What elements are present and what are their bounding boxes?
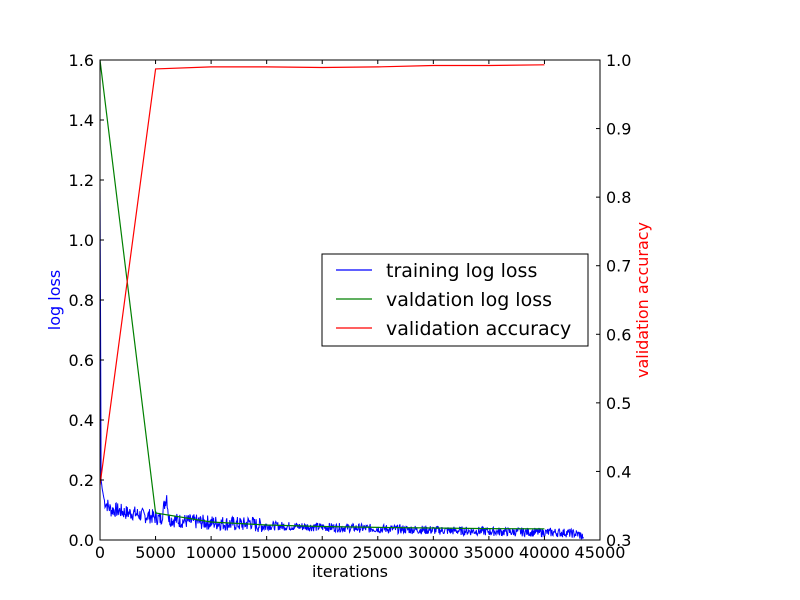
series-line-valdation-log-loss [100,60,545,530]
y-left-tick-label: 0.2 [69,471,94,490]
x-tick-label: 30000 [408,543,459,562]
y-right-tick-label: 0.4 [606,462,631,481]
y-right-tick-label: 0.3 [606,531,631,550]
y-right-tick-label: 1.0 [606,51,631,70]
y-left-tick-label: 0.4 [69,411,94,430]
x-tick-label: 25000 [352,543,403,562]
x-tick-label: 10000 [186,543,237,562]
x-tick-label: 35000 [463,543,514,562]
axes-ticks: 0 5000 10000 15000 20000 25000 30000 35000 40000… [69,51,632,562]
y-axis-right-label: validation accuracy [633,222,652,378]
y-right-tick-label: 0.8 [606,188,631,207]
y-left-tick-label: 0.0 [69,531,94,550]
y-left-tick-label: 0.6 [69,351,94,370]
x-tick-label: 15000 [241,543,292,562]
x-tick-label: 5000 [135,543,176,562]
y-left-tick-label: 1.0 [69,231,94,250]
y-left-tick-label: 1.4 [69,111,94,130]
legend-label-validation-log-loss: valdation log loss [386,289,552,311]
y-left-tick-label: 1.2 [69,171,94,190]
legend-box [321,253,589,347]
y-left-tick-label: 0.8 [69,291,94,310]
x-tick-label: 0 [95,543,105,562]
y-axis-left-label: log loss [45,270,64,330]
x-tick-label: 40000 [519,543,570,562]
series-line-training-log-loss [100,179,584,540]
x-tick-label: 20000 [297,543,348,562]
x-tick-label: 45000 [575,543,626,562]
y-right-tick-label: 0.6 [606,325,631,344]
y-right-tick-label: 0.7 [606,257,631,276]
legend-label-validation-accuracy: validation accuracy [386,318,571,340]
series-line-validation-accuracy [100,64,545,486]
y-left-tick-label: 1.6 [69,51,94,70]
plot-area [100,60,584,540]
legend-label-training-log-loss: training log loss [386,260,537,282]
y-right-tick-label: 0.5 [606,394,631,413]
x-axis-label: iterations [312,562,388,581]
legend: training log loss valdation log loss val… [321,253,589,347]
y-right-tick-label: 0.9 [606,120,631,139]
